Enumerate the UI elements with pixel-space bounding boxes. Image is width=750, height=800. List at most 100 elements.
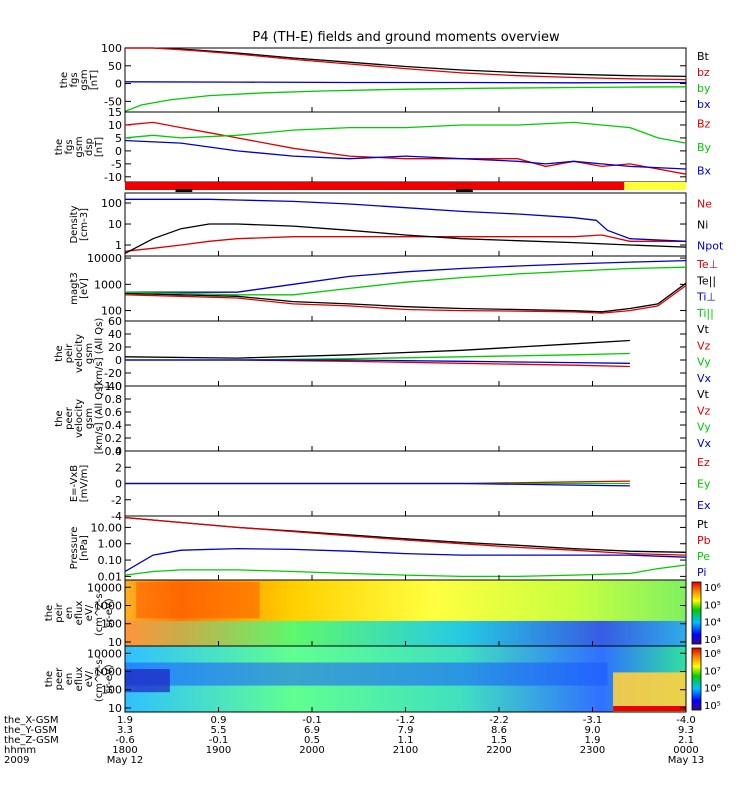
legend-Vx: Vx: [697, 372, 712, 385]
mode-bar-segment: [624, 182, 686, 190]
colorbar-tick-label: 10⁶: [704, 583, 721, 594]
x-tick-label: 9.0: [585, 725, 601, 736]
y-axis-label-line: fgs: [64, 139, 75, 154]
series-line-Vt: [124, 339, 630, 359]
y-tick-label: 0.4: [105, 419, 123, 432]
y-axis-label-line: the: [54, 139, 65, 155]
y-tick-label: 10.00: [91, 521, 123, 534]
y-tick-label: -10: [104, 171, 122, 184]
series-line-Vx: [125, 359, 630, 364]
colorbar-tick-label: 10⁵: [704, 701, 721, 712]
y-tick-label: -50: [104, 95, 122, 108]
y-axis-label-line: the: [44, 671, 55, 687]
y-axis-label-line: the: [44, 605, 55, 621]
y-tick-label: 100: [101, 618, 122, 631]
series-line-Vz: [125, 359, 630, 368]
y-tick-label: 15: [108, 106, 122, 119]
y-tick-label: 100: [101, 684, 122, 697]
series-line-Ti||: [124, 266, 687, 296]
y-tick-label: 1: [115, 239, 122, 252]
series-line-Bx: [124, 139, 687, 170]
legend-Pe: Pe: [697, 550, 710, 563]
y-tick-label: 10: [108, 702, 122, 715]
x-tick-label: 1.9: [117, 715, 133, 726]
y-tick-label: 60: [108, 315, 122, 328]
x-tick-label: 8.6: [491, 725, 507, 736]
y-tick-label: -20: [104, 367, 122, 380]
mode-bar-mark: [175, 189, 193, 192]
colorbar-tick-label: 10³: [704, 635, 721, 646]
y-axis-label: the peer en eflux eV/(cm^2-s-sr-eV): [44, 655, 115, 702]
x-tick-label: -1.2: [396, 715, 416, 726]
legend-Ex: Ex: [697, 499, 711, 512]
y-tick-label: -2: [111, 494, 122, 507]
y-tick-label: 10000: [87, 581, 122, 594]
series-line-Ti⊥: [125, 259, 687, 293]
series-line-Ne: [124, 234, 686, 252]
y-axis-label-line: gsm: [84, 343, 95, 364]
legend-Pt: Pt: [697, 518, 709, 531]
y-axis-label-line: sr-eV): [104, 664, 115, 693]
series-line-Pi: [124, 547, 687, 573]
y-axis-label-line: gsm: [74, 136, 85, 157]
panel-1: 100 50 0 -50 the fgs gsm [nT] Bt bz by bx: [59, 42, 711, 113]
y-tick-label: 1.0: [105, 380, 123, 393]
y-axis-label-line: eV/: [84, 670, 95, 687]
legend-Bx: Bx: [697, 164, 712, 177]
y-axis-label-line: en: [64, 607, 75, 620]
y-axis-label: the peir en eflux eV/(cm^2-s-sr-eV): [44, 589, 115, 636]
colorbar-tick-label: 10⁵: [704, 600, 721, 611]
series-line-Te⊥: [124, 284, 687, 314]
series-line-Npot: [125, 198, 687, 242]
y-axis-label: the fgs gsm dsp [nT]: [54, 136, 105, 157]
legend-Te⊥: Te⊥: [696, 258, 718, 271]
y-tick-label: 0: [115, 145, 122, 158]
y-tick-label: 1.00: [98, 538, 123, 551]
y-axis-label-line: velocity: [74, 399, 85, 438]
colorbar: [691, 581, 702, 645]
legend-bx: bx: [697, 98, 711, 111]
y-tick-label: 2: [115, 461, 122, 474]
series-line-Pb: [124, 516, 687, 556]
y-tick-label: 20: [108, 341, 122, 354]
y-axis-label-line: eflux: [74, 667, 85, 692]
y-axis-label-line: [nPa]: [79, 535, 90, 561]
x-tick-label: -3.1: [583, 715, 603, 726]
x-tick-label: -4.0: [676, 715, 696, 726]
series-line-Te||: [124, 282, 687, 313]
y-axis-label-line: eflux: [74, 601, 85, 626]
y-tick-label: -40: [104, 380, 122, 393]
y-tick-label: 10: [108, 218, 122, 231]
y-axis-label: magt3 [eV]: [69, 272, 90, 305]
x-tick-label: -0.1: [209, 735, 229, 746]
y-axis-label-line: [km/s] (All Qs): [94, 318, 105, 390]
x-tick-label: 3.3: [117, 725, 133, 736]
x-axis-row-label: the_Y-GSM: [4, 725, 57, 736]
series-line-bx: [124, 81, 687, 84]
y-tick-label: 10000: [87, 647, 122, 660]
y-axis-label: E=-VxB [mV/m]: [69, 465, 90, 503]
legend-Vx: Vx: [697, 437, 712, 450]
legend-Ti⊥: Ti⊥: [696, 291, 716, 304]
y-axis-label: Density [cm-3]: [69, 205, 90, 243]
y-tick-label: 0.6: [105, 406, 123, 419]
y-tick-label: -5: [111, 158, 122, 171]
x-tick-label: 2.1: [678, 735, 694, 746]
y-axis-label-line: [eV]: [79, 278, 90, 299]
series-line-Bz: [124, 121, 687, 175]
x-tick-label: 1800: [112, 745, 137, 756]
y-axis-label: the peir velocity gsm [km/s] (All Qs): [54, 318, 105, 390]
legend-Vt: Vt: [697, 388, 710, 401]
legend-Ne: Ne: [697, 198, 712, 211]
y-tick-label: 100: [101, 197, 122, 210]
y-tick-label: 0: [115, 478, 122, 491]
y-axis-label-line: [nT]: [89, 70, 100, 90]
panel-frame: [124, 385, 687, 452]
x-tick-label: 5.5: [211, 725, 227, 736]
x-tick-label: 1.9: [585, 735, 601, 746]
y-axis-label-line: [nT]: [94, 137, 105, 157]
